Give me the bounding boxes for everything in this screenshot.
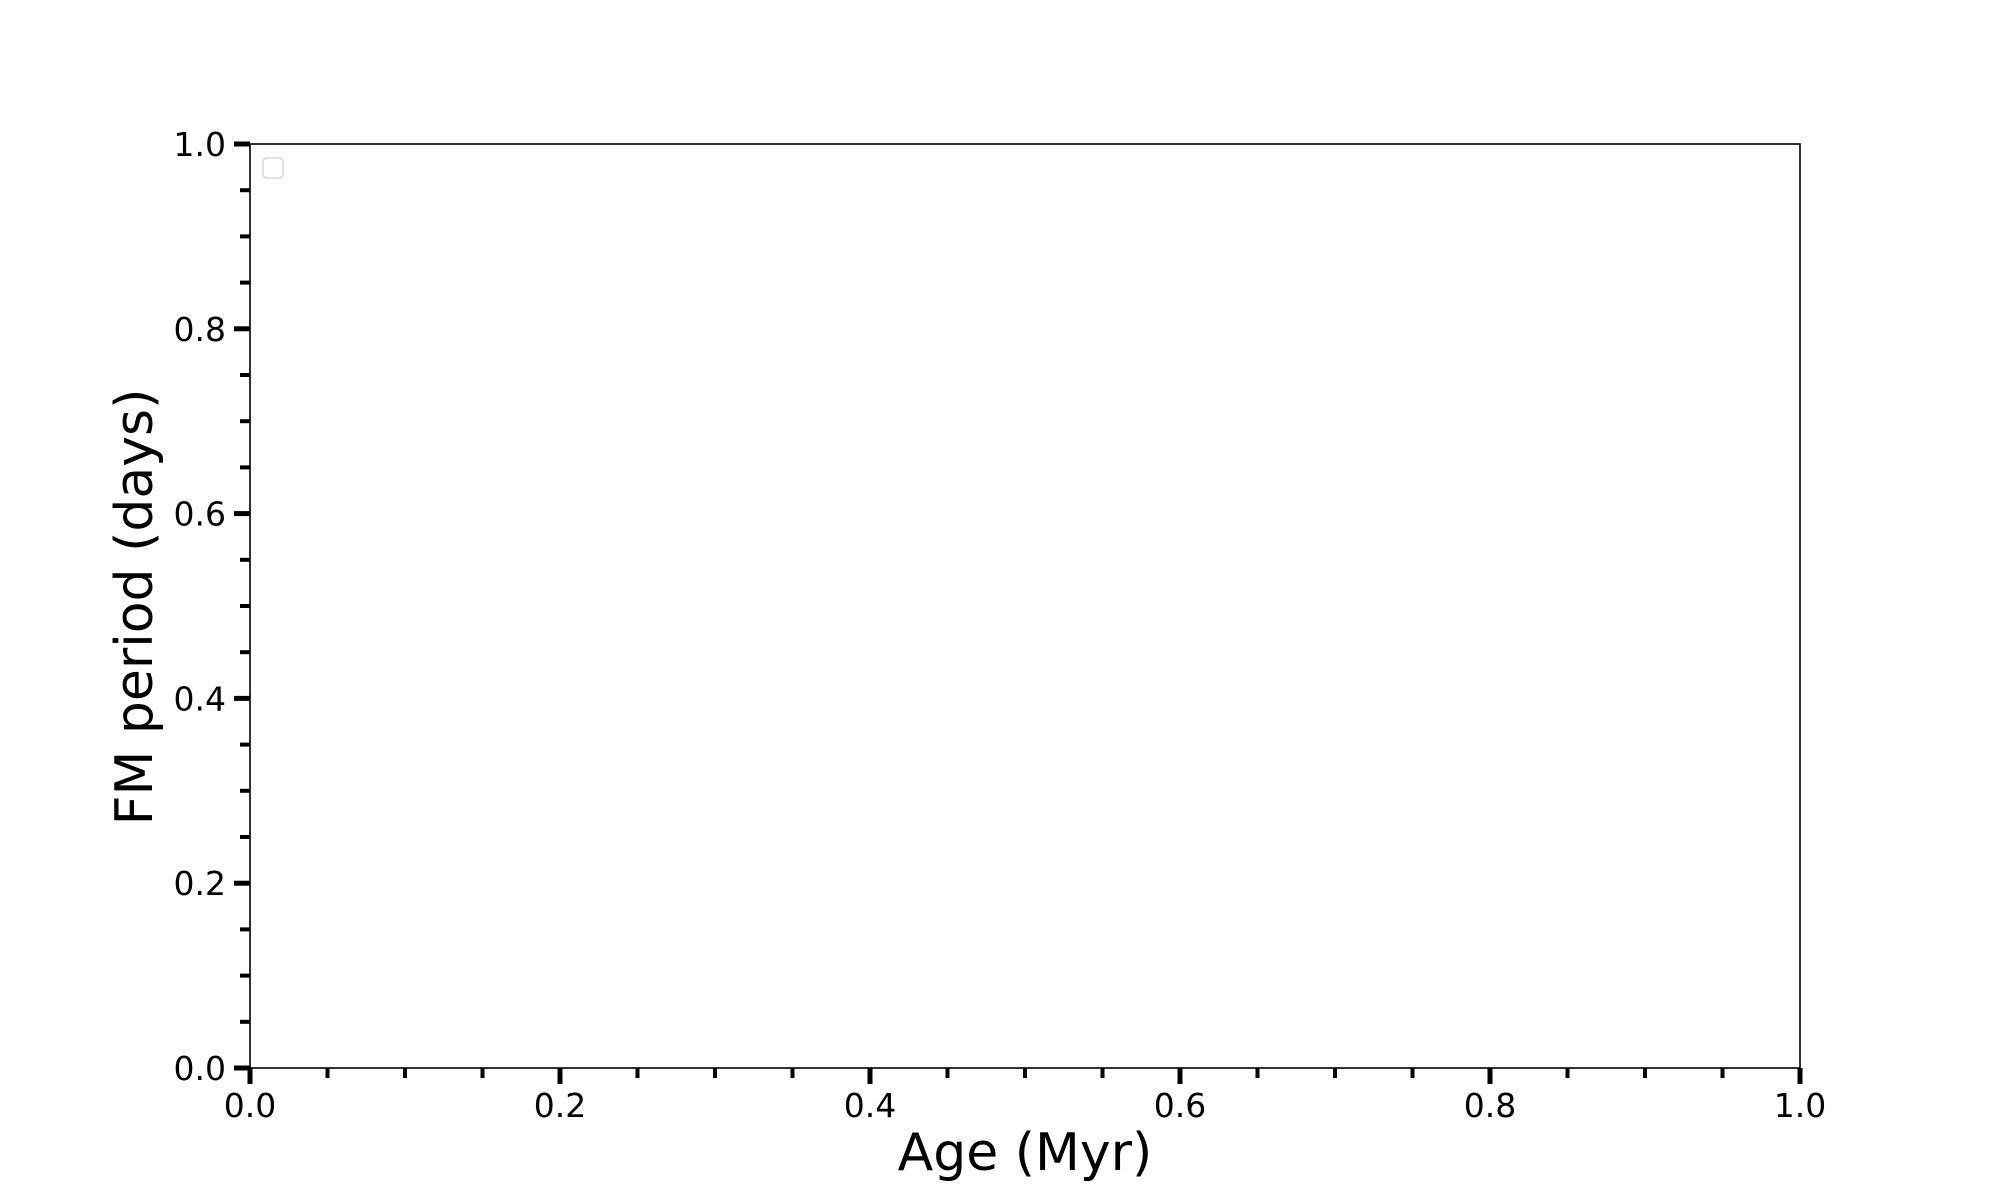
x-tick-label: 0.0 <box>224 1086 276 1125</box>
legend-box <box>262 157 284 179</box>
y-axis-label: FM period (days) <box>105 389 165 826</box>
y-tick-label: 0.8 <box>174 310 226 349</box>
x-tick-label: 0.8 <box>1464 1086 1516 1125</box>
y-tick-label: 0.4 <box>174 679 226 718</box>
ticks: 0.0 0.2 0.4 0.6 0.8 1.0 0.0 0.2 0.4 0.6 0.8 1.0 <box>174 125 1827 1125</box>
y-tick-label: 0.6 <box>174 495 226 534</box>
plot-area <box>249 143 1801 1069</box>
x-tick-label: 0.2 <box>534 1086 586 1125</box>
x-tick-label: 0.4 <box>844 1086 896 1125</box>
x-tick-label: 0.6 <box>1154 1086 1206 1125</box>
x-axis-label: Age (Myr) <box>898 1123 1153 1183</box>
y-tick-label: 1.0 <box>174 125 226 164</box>
y-tick-label: 0.0 <box>174 1049 226 1088</box>
y-tick-label: 0.2 <box>174 864 226 903</box>
x-tick-label: 1.0 <box>1774 1086 1826 1125</box>
